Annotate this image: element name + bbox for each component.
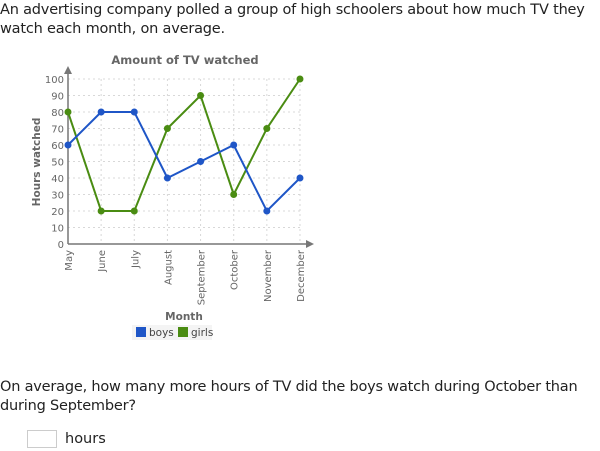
y-tick-label: 20 xyxy=(51,207,64,218)
data-point xyxy=(130,207,138,215)
data-series xyxy=(64,75,304,215)
legend: boys girls xyxy=(132,325,213,340)
y-tick-label: 60 xyxy=(51,141,64,152)
axes xyxy=(64,66,314,248)
y-tick-label: 80 xyxy=(51,108,64,119)
answer-unit: hours xyxy=(65,431,106,447)
x-tick-label: August xyxy=(163,250,174,285)
answer-input[interactable] xyxy=(27,430,57,448)
y-tick-label: 10 xyxy=(51,224,64,235)
data-point xyxy=(64,141,72,149)
x-tick-label: June xyxy=(97,250,108,273)
data-point xyxy=(163,174,171,182)
data-point xyxy=(163,125,171,132)
data-point xyxy=(296,75,304,83)
x-tick-labels: May June July August September October Novembe… xyxy=(64,249,307,305)
chart-title: Amount of TV watched xyxy=(111,53,258,67)
x-tick-label: May xyxy=(64,250,75,271)
x-tick-label: July xyxy=(130,250,141,269)
line-chart: Amount of TV watched 0 10 20 30 40 50 60 70 80 90… xyxy=(31,53,314,340)
data-point xyxy=(197,92,205,99)
data-point xyxy=(97,108,105,116)
legend-label-boys: boys xyxy=(149,327,174,339)
y-tick-label: 0 xyxy=(58,240,64,251)
data-point xyxy=(97,207,105,215)
x-tick-label: October xyxy=(230,249,241,290)
data-point xyxy=(263,125,271,132)
legend-swatch-girls xyxy=(178,327,188,337)
grid-lines xyxy=(68,78,301,244)
data-point xyxy=(130,108,138,116)
series-girls xyxy=(64,75,304,215)
y-tick-label: 50 xyxy=(51,158,64,169)
x-tick-label: December xyxy=(296,249,307,302)
y-tick-label: 90 xyxy=(51,92,64,103)
y-tick-label: 30 xyxy=(51,191,64,202)
y-tick-label: 100 xyxy=(45,75,64,86)
series-boys xyxy=(64,108,304,215)
data-point xyxy=(230,191,238,198)
intro-text: An advertising company polled a group of… xyxy=(0,2,585,37)
data-point xyxy=(230,141,238,149)
data-point xyxy=(263,207,271,215)
data-point xyxy=(197,158,205,165)
x-axis-label: Month xyxy=(165,311,203,323)
x-tick-label: September xyxy=(197,249,208,305)
legend-swatch-boys xyxy=(136,327,146,337)
answer-row: hours xyxy=(27,430,106,448)
legend-label-girls: girls xyxy=(191,327,213,339)
y-tick-labels: 0 10 20 30 40 50 60 70 80 90 100 xyxy=(45,75,64,251)
x-tick-label: November xyxy=(263,249,274,302)
y-tick-label: 40 xyxy=(51,174,64,185)
data-point xyxy=(296,174,304,182)
y-tick-label: 70 xyxy=(51,125,64,136)
y-axis-label: Hours watched xyxy=(31,118,43,207)
question-text: On average, how many more hours of TV di… xyxy=(0,379,578,414)
data-point xyxy=(64,108,72,116)
